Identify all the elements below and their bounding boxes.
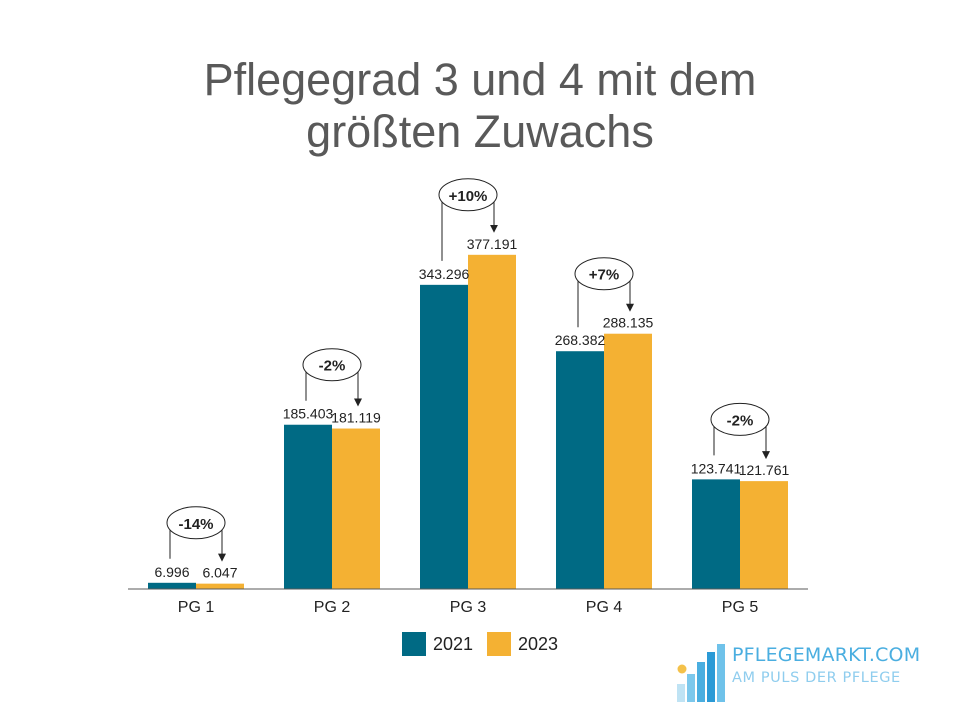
bar-2023-pg3 (468, 254, 516, 589)
data-label-2021-pg4: 268.382 (555, 332, 606, 348)
data-label-2023-pg3: 377.191 (467, 236, 518, 252)
legend-swatch-2023 (487, 632, 511, 656)
legend-label-2023: 2023 (518, 633, 559, 654)
data-label-2021-pg2: 185.403 (283, 406, 334, 422)
data-label-2023-pg4: 288.135 (603, 315, 654, 331)
change-annotation-pg1: -14% (166, 506, 226, 562)
x-tick-label-pg5: PG 5 (722, 599, 759, 616)
annotation-ellipse (710, 402, 770, 436)
bar-2021-pg2 (284, 424, 332, 589)
brand-name: PFLEGEMARKT.COM (732, 644, 921, 666)
legend-label-2021: 2021 (432, 633, 473, 654)
annotation-ellipse (574, 257, 634, 291)
change-annotation-pg3: +10% (438, 178, 498, 261)
x-tick-label-pg3: PG 3 (450, 599, 487, 616)
data-label-2023-pg5: 121.761 (739, 462, 790, 478)
chart-title-line-1: Pflegegrad 3 und 4 mit dem (203, 54, 757, 105)
bars-layer (148, 254, 788, 589)
change-annotation-pg4: +7% (574, 257, 634, 328)
bar-2023-pg5 (740, 481, 788, 589)
change-annotation-pg5: -2% (710, 402, 770, 460)
legend-swatch-2021 (401, 632, 426, 656)
brand-bars-icon (677, 644, 725, 702)
x-tick-label-pg2: PG 2 (314, 599, 351, 616)
chart-title-line-2: größten Zuwachs (306, 106, 654, 157)
bar-2021-pg3 (420, 284, 468, 589)
data-label-2023-pg1: 6.047 (202, 565, 237, 581)
annotation-ellipse (438, 178, 498, 212)
data-label-2021-pg5: 123.741 (691, 460, 742, 476)
data-label-2021-pg3: 343.296 (419, 266, 470, 282)
change-annotation-pg2: -2% (302, 348, 362, 407)
legend-item-2021: 2021 (401, 632, 473, 656)
data-label-2023-pg2: 181.119 (331, 410, 381, 426)
legend: 2021 2023 (0, 632, 960, 656)
bar-2023-pg2 (332, 428, 380, 589)
bar-2021-pg1 (148, 582, 196, 589)
bar-2023-pg1 (196, 583, 244, 589)
bar-2021-pg5 (692, 479, 740, 589)
change-label-pg5: -2% (727, 412, 754, 429)
brand-tagline: AM PULS DER PFLEGE (732, 670, 901, 686)
x-tick-label-pg4: PG 4 (586, 599, 623, 616)
data-label-2021-pg1: 6.996 (154, 564, 189, 580)
legend-item-2023: 2023 (487, 632, 558, 656)
annotation-ellipse (166, 506, 226, 540)
chart-title: Pflegegrad 3 und 4 mit dem größten Zuwac… (0, 54, 960, 158)
change-label-pg3: +10% (449, 188, 488, 205)
bar-2023-pg4 (604, 333, 652, 589)
change-label-pg1: -14% (178, 516, 213, 533)
x-tick-label-pg1: PG 1 (178, 599, 215, 616)
change-label-pg4: +7% (589, 267, 619, 284)
x-tick-labels-layer: PG 1 PG 2 PG 3 PG 4 PG 5 (178, 599, 759, 616)
change-label-pg2: -2% (319, 358, 346, 375)
annotation-ellipse (302, 348, 362, 382)
bar-2021-pg4 (556, 351, 604, 589)
change-annotations-layer: -14% -2% +10% +7% -2% (166, 178, 770, 562)
brand-logo: PFLEGEMARKT.COM AM PULS DER PFLEGE (676, 638, 920, 704)
